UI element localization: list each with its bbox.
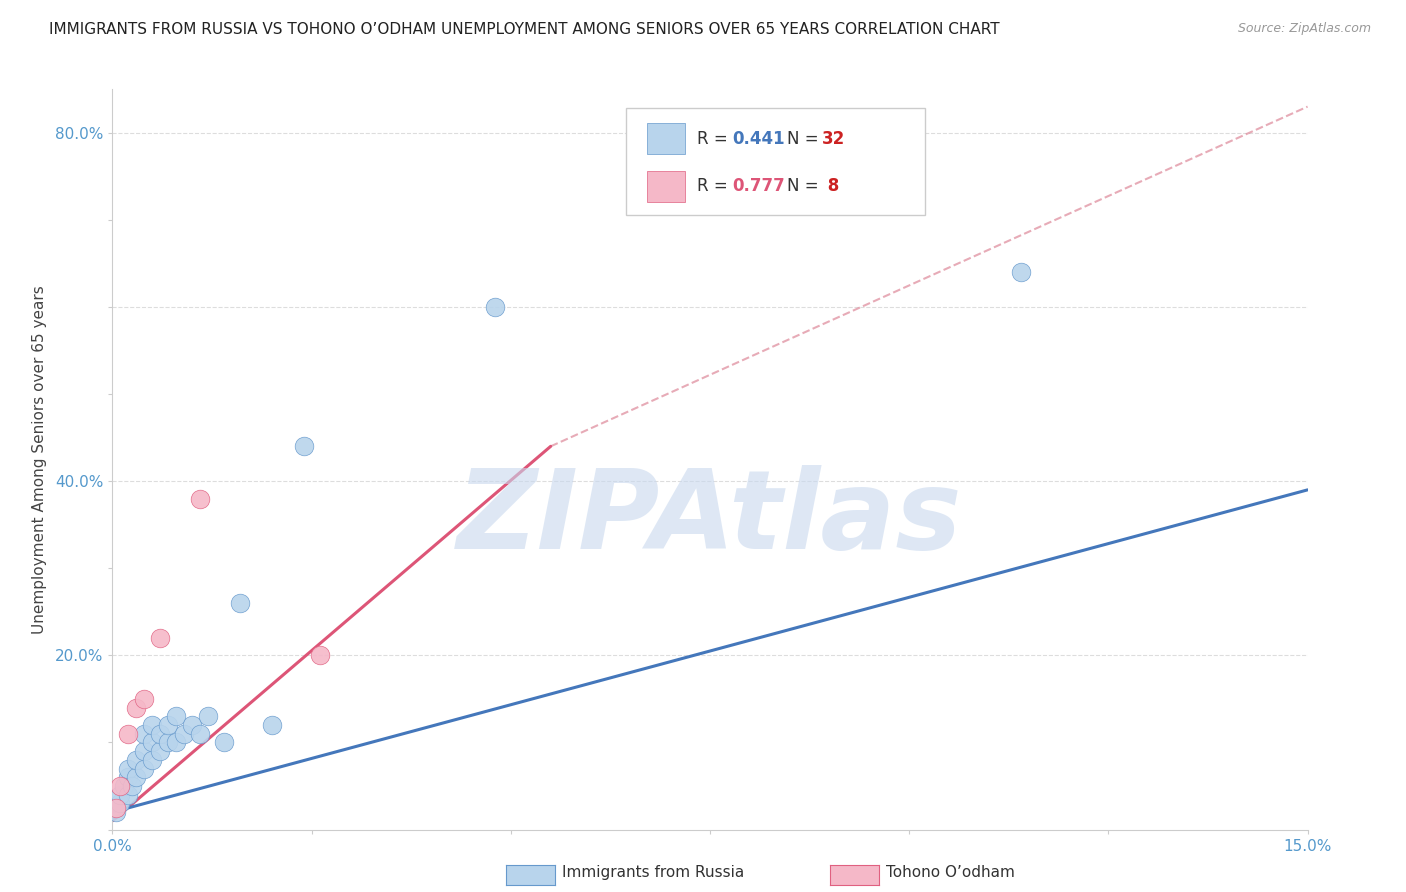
Point bbox=[110, 779, 132, 793]
Point bbox=[141, 753, 163, 767]
Point bbox=[134, 692, 156, 706]
Point bbox=[308, 648, 330, 663]
Point bbox=[117, 762, 139, 776]
Point bbox=[157, 718, 180, 732]
Point bbox=[125, 753, 148, 767]
Point bbox=[141, 735, 163, 749]
Text: 0.777: 0.777 bbox=[733, 178, 786, 195]
Point bbox=[181, 718, 204, 732]
Point bbox=[229, 596, 252, 610]
Text: Source: ZipAtlas.com: Source: ZipAtlas.com bbox=[1237, 22, 1371, 36]
Point bbox=[197, 709, 219, 723]
Text: 8: 8 bbox=[823, 178, 839, 195]
Point bbox=[110, 797, 132, 811]
Point bbox=[149, 727, 172, 741]
Point bbox=[157, 735, 180, 749]
Text: R =: R = bbox=[697, 178, 733, 195]
Point bbox=[117, 727, 139, 741]
Point bbox=[1010, 265, 1032, 279]
Point bbox=[134, 744, 156, 758]
Point bbox=[125, 770, 148, 784]
Text: 0.441: 0.441 bbox=[733, 130, 786, 148]
Text: Immigrants from Russia: Immigrants from Russia bbox=[562, 865, 745, 880]
Point bbox=[117, 788, 139, 802]
Point bbox=[114, 779, 135, 793]
Text: N =: N = bbox=[786, 178, 824, 195]
Point bbox=[149, 744, 172, 758]
Point bbox=[134, 727, 156, 741]
Point bbox=[110, 788, 132, 802]
Y-axis label: Unemployment Among Seniors over 65 years: Unemployment Among Seniors over 65 years bbox=[32, 285, 46, 633]
Point bbox=[292, 439, 315, 453]
Text: Tohono O’odham: Tohono O’odham bbox=[886, 865, 1015, 880]
Text: 32: 32 bbox=[823, 130, 845, 148]
Point bbox=[212, 735, 235, 749]
Point bbox=[121, 779, 143, 793]
Point bbox=[260, 718, 283, 732]
Text: N =: N = bbox=[786, 130, 824, 148]
Text: IMMIGRANTS FROM RUSSIA VS TOHONO O’ODHAM UNEMPLOYMENT AMONG SENIORS OVER 65 YEAR: IMMIGRANTS FROM RUSSIA VS TOHONO O’ODHAM… bbox=[49, 22, 1000, 37]
Point bbox=[173, 727, 195, 741]
FancyBboxPatch shape bbox=[647, 171, 685, 202]
Point bbox=[165, 735, 187, 749]
Point bbox=[141, 718, 163, 732]
Point bbox=[125, 700, 148, 714]
Text: ZIPAtlas: ZIPAtlas bbox=[457, 465, 963, 572]
Point bbox=[188, 727, 211, 741]
Point bbox=[105, 805, 128, 819]
Point bbox=[105, 801, 128, 815]
Point bbox=[117, 770, 139, 784]
Point bbox=[165, 709, 187, 723]
Point bbox=[484, 300, 506, 314]
Point bbox=[188, 491, 211, 506]
FancyBboxPatch shape bbox=[627, 108, 925, 215]
Point bbox=[149, 631, 172, 645]
FancyBboxPatch shape bbox=[647, 123, 685, 154]
Point bbox=[134, 762, 156, 776]
Text: R =: R = bbox=[697, 130, 733, 148]
